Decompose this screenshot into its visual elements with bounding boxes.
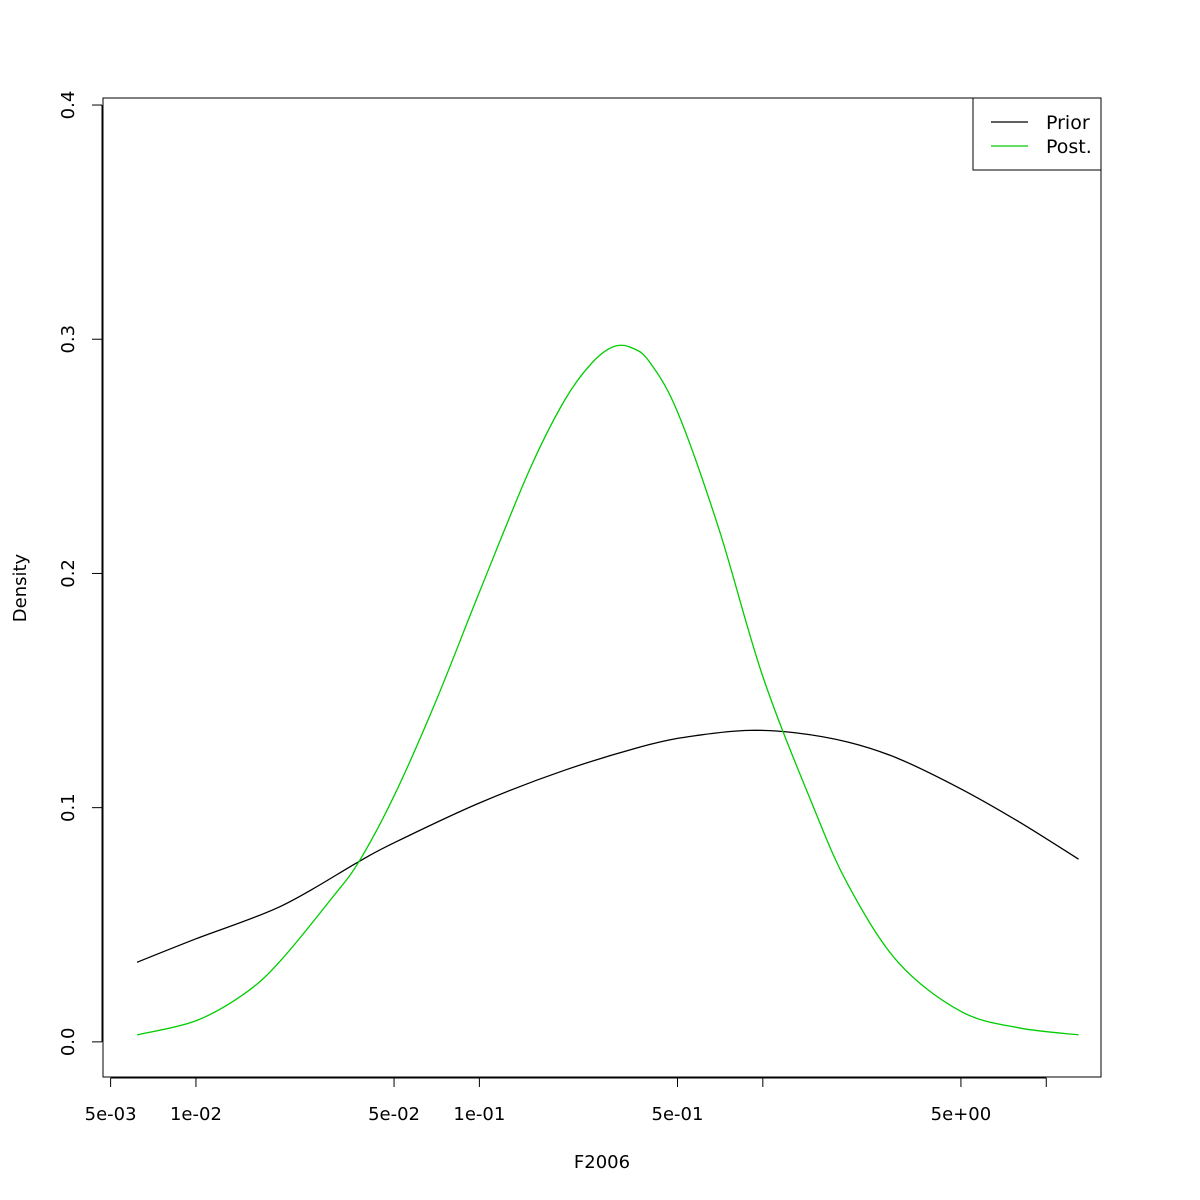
x-tick-label: 5e-02 bbox=[368, 1104, 420, 1125]
x-tick-label: 5e-03 bbox=[85, 1104, 137, 1125]
series-layer bbox=[136, 344, 1079, 1036]
legend-label: Prior bbox=[1046, 112, 1090, 134]
x-axis-title: F2006 bbox=[574, 1152, 630, 1173]
y-tick-label: 0.3 bbox=[58, 325, 79, 354]
legend-box bbox=[972, 97, 1102, 171]
y-axis: 0.0 0.1 0.2 0.3 0.4 bbox=[58, 91, 103, 1057]
y-axis-title: Density bbox=[10, 553, 31, 622]
series-line-post bbox=[136, 344, 1079, 1036]
x-axis: 5e-03 1e-02 5e-02 1e-01 5e-01 5e+00 bbox=[85, 1077, 1047, 1125]
x-tick-label: 5e-01 bbox=[652, 1104, 704, 1125]
legend-label: Post. bbox=[1046, 136, 1092, 158]
y-tick-label: 0.0 bbox=[58, 1028, 79, 1057]
y-tick-label: 0.1 bbox=[58, 793, 79, 822]
x-tick-label: 1e-02 bbox=[170, 1104, 222, 1125]
x-tick-label: 5e+00 bbox=[931, 1104, 992, 1125]
plot-border bbox=[102, 97, 1102, 1078]
y-tick-label: 0.4 bbox=[58, 91, 79, 120]
y-tick-label: 0.2 bbox=[58, 559, 79, 588]
series-line-prior bbox=[136, 729, 1079, 963]
x-tick-label: 1e-01 bbox=[453, 1104, 505, 1125]
